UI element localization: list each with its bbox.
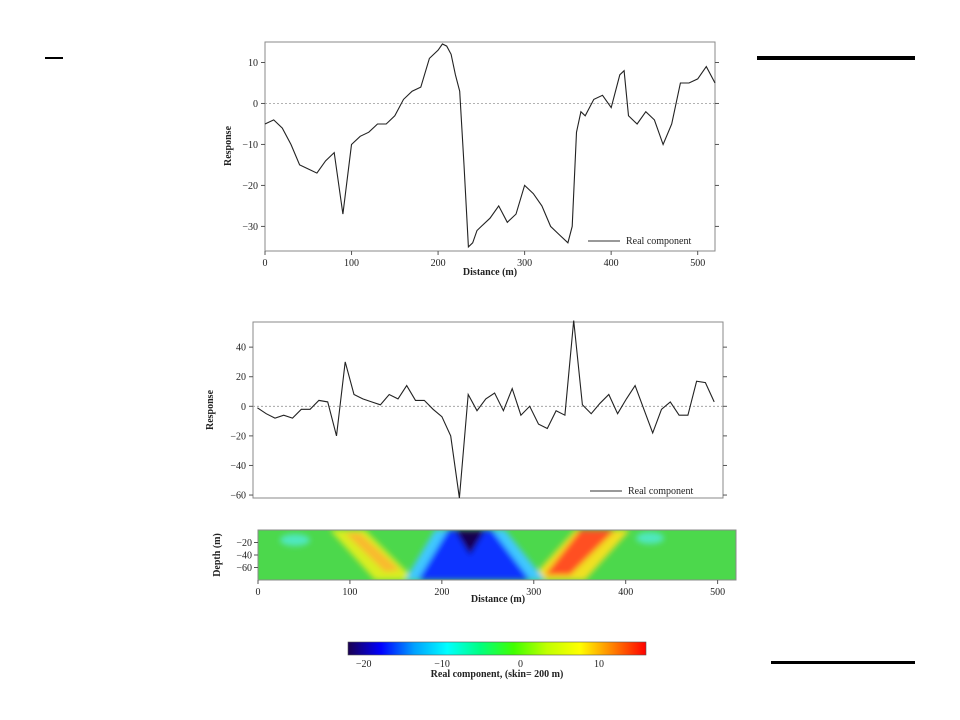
colorbar: −20 −10 0 10 Real component, (skin= 200 m) xyxy=(347,641,647,680)
heatmap-y-axis-label: Depth (m) xyxy=(212,533,223,577)
chart-2-y-tick-label: −40 xyxy=(230,461,246,472)
chart-1-y-axis-label: Response xyxy=(223,125,234,166)
chart-1-frame xyxy=(264,41,716,252)
chart-1-x-tick-label: 300 xyxy=(517,258,532,269)
chart-1-y-tick-label: 10 xyxy=(248,58,258,69)
colorbar-tick-label: −10 xyxy=(434,659,450,670)
heatmap-x-tick-label: 500 xyxy=(710,587,725,598)
heatmap-y-tick-label: −40 xyxy=(236,551,252,562)
colorbar-tick-labels: −20 −10 0 10 xyxy=(356,659,604,670)
chart-2-y-tick-labels: 40 20 0 −20 −40 −60 xyxy=(230,343,246,502)
chart-2-y-axis-label: Response xyxy=(205,389,216,430)
decorative-rule-bottom-right xyxy=(771,661,915,664)
colorbar-tick-label: −20 xyxy=(356,659,372,670)
colorbar-tick-label: 10 xyxy=(594,659,604,670)
heatmap-x-tick-label: 200 xyxy=(434,587,449,598)
colorbar-label: Real component, (skin= 200 m) xyxy=(431,669,564,680)
chart-2-y-tick-label: 0 xyxy=(241,402,246,413)
chart-1-series-line-real-component xyxy=(264,43,716,249)
chart-2-y-tick-label: 20 xyxy=(236,372,246,383)
colorbar-tick-label: 0 xyxy=(518,659,523,670)
heatmap-mark-dark-core xyxy=(455,530,485,555)
chart-1-x-tick-label: 500 xyxy=(690,258,705,269)
heatmap-plot-area xyxy=(280,530,664,580)
heatmap-y-tick-label: −20 xyxy=(236,538,252,549)
heatmap-mark-blue-wedge xyxy=(418,530,530,580)
chart-1-x-tick-labels: 0 100 200 300 400 500 xyxy=(263,258,706,269)
chart-1-y-tick-label: −10 xyxy=(242,140,258,151)
chart-1: 0 100 200 300 400 500 100−10−20−30 Real compo… xyxy=(223,41,719,278)
heatmap-x-tick-label: 0 xyxy=(256,587,261,598)
heatmap-mark-cyan-patch-right xyxy=(636,532,664,544)
heatmap-x-tick-labels: 0 100 200 300 400 500 xyxy=(256,587,726,598)
heatmap-y-tick-labels: −20 −40−60 xyxy=(236,538,252,574)
decorative-rule-top-left xyxy=(45,57,63,59)
chart-1-y-tick-label: −30 xyxy=(242,222,258,233)
heatmap-y-tick-label: −60 xyxy=(236,563,252,574)
decorative-rule-top-right xyxy=(757,56,915,60)
chart-1-x-axis-label: Distance (m) xyxy=(463,267,517,278)
chart-2-frame xyxy=(252,321,724,499)
heatmap-x-tick-label: 400 xyxy=(618,587,633,598)
chart-1-x-tick-label: 100 xyxy=(344,258,359,269)
chart-1-x-tick-label: 0 xyxy=(263,258,268,269)
heatmap-mark-left-orange-band xyxy=(345,533,400,572)
heatmap-ticks xyxy=(254,542,719,584)
chart-1-y-tick-labels: 10 0 −10 −20 −30 xyxy=(242,58,258,233)
heatmap-mark-cyan-patch-left xyxy=(280,534,310,546)
colorbar-gradient xyxy=(347,641,647,656)
heatmap-mark-right-red-band xyxy=(545,530,615,575)
chart-1-x-tick-label: 200 xyxy=(431,258,446,269)
heatmap-x-tick-label: 300 xyxy=(526,587,541,598)
chart-2-y-tick-label: −60 xyxy=(230,491,246,502)
chart-1-y-tick-label: −20 xyxy=(242,181,258,192)
heatmap-x-tick-label: 100 xyxy=(342,587,357,598)
chart-2-legend-label: Real component xyxy=(628,486,693,497)
chart-2-series-line-real-component xyxy=(257,320,715,499)
chart-1-y-tick-label: 0 xyxy=(253,99,258,110)
chart-1-x-tick-label: 400 xyxy=(604,258,619,269)
chart-2-ticks xyxy=(249,346,727,496)
heatmap-section: 0 100 200 300 400 500 −20−40−60 Distance (m) … xyxy=(212,529,737,605)
chart-2-y-tick-label: 40 xyxy=(236,343,246,354)
chart-1-legend-label: Real component xyxy=(626,236,691,247)
chart-1-ticks xyxy=(261,61,719,255)
chart-2: 40 20 0 −20 −40 −60 Real component Response xyxy=(205,320,727,502)
heatmap-x-axis-label: Distance (m) xyxy=(471,594,525,605)
chart-2-y-tick-label: −20 xyxy=(230,431,246,442)
